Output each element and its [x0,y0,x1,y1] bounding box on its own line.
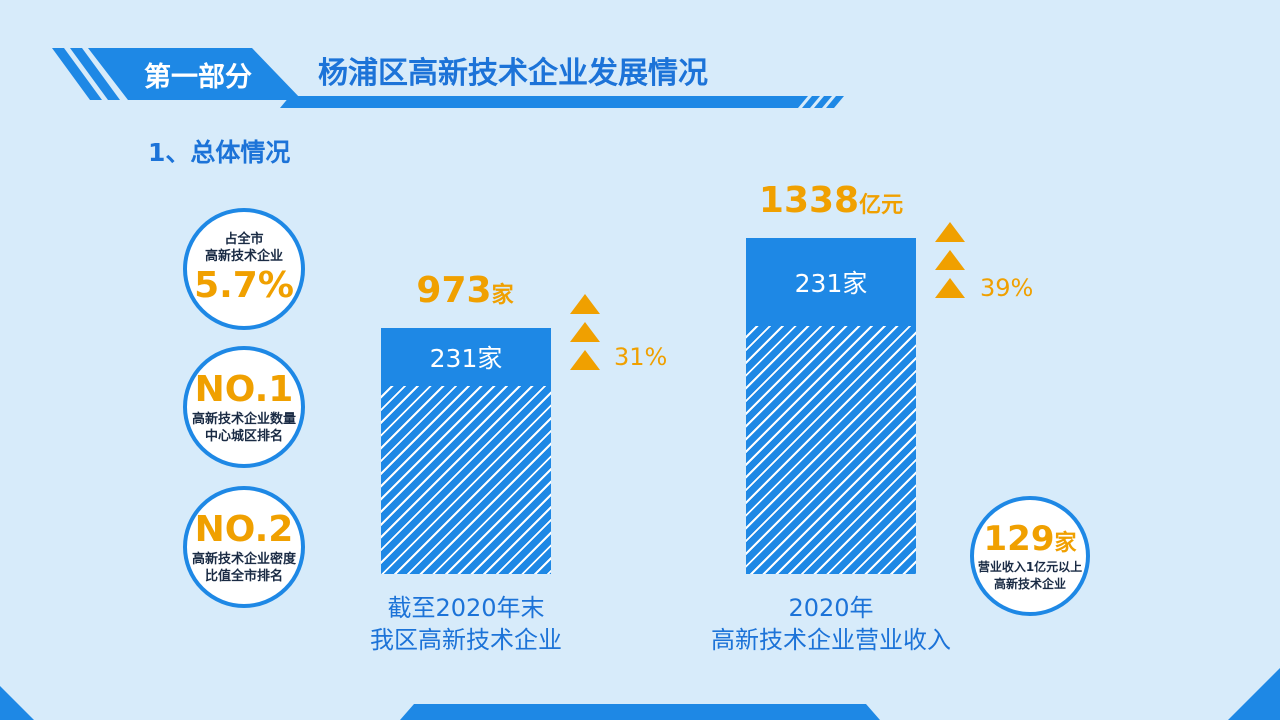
bar1-caption: 截至2020年末 我区高新技术企业 [316,592,616,656]
stat-circle-share: 占全市 高新技术企业 5.7% [183,208,305,330]
bottom-center-bar [400,704,880,720]
bar2-base [746,326,916,574]
stat-rank-density-line2: 比值全市排名 [204,569,283,584]
bar2-caption-line1: 2020年 [788,594,874,622]
stat-rank-density-value: NO.2 [194,509,294,550]
header-stripe [826,96,844,108]
header-stripe [70,48,120,100]
section-label: 第一部分 [144,62,252,93]
large-revenue-line1: 营业收入1亿元以上 [977,560,1083,574]
large-revenue-line2: 高新技术企业 [993,577,1066,591]
bar1-caption-line2: 我区高新技术企业 [370,626,562,654]
bar1-up-arrow-icon [570,322,600,342]
bar2-increment: 231家 [746,238,916,326]
bottom-right-corner [1228,668,1280,720]
bar2-total-value: 1338 [758,180,860,221]
header-stripe [52,48,102,100]
bar2-up-arrow-icon [935,222,965,242]
stat-circle-rank-count: NO.1 高新技术企业数量 中心城区排名 [183,346,305,468]
stat-circle-large-revenue: 129家 营业收入1亿元以上 高新技术企业 [970,496,1090,616]
header-stripe [814,96,832,108]
bar2-caption: 2020年 高新技术企业营业收入 [671,592,991,656]
large-revenue-count: 129家 [984,519,1077,559]
section-tab [88,48,302,100]
stat-rank-count-line1: 高新技术企业数量 [191,412,296,427]
bar1-up-arrow-icon [570,350,600,370]
header-underline [280,96,808,108]
bottom-left-corner [0,686,34,720]
bar2-up-arrow-icon [935,250,965,270]
bar1-total: 973家 [380,270,550,311]
stat-rank-density-line1: 高新技术企业密度 [191,552,296,567]
bar1-base [381,386,551,574]
stat-share-value: 5.7% [194,265,294,306]
bar2-growth-pct: 39% [980,274,1034,302]
bar1-total-unit: 家 [491,283,514,308]
stat-circle-rank-density: NO.2 高新技术企业密度 比值全市排名 [183,486,305,608]
stat-share-top: 占全市 [224,232,264,247]
bar2-total: 1338亿元 [736,180,926,221]
bar1-up-arrow-icon [570,294,600,314]
bar1-caption-line1: 截至2020年末 [387,594,545,622]
bar1-total-value: 973 [416,270,492,311]
bar2-total-unit: 亿元 [859,193,904,218]
bar2-up-arrow-icon [935,278,965,298]
bar2-caption-line2: 高新技术企业营业收入 [711,626,951,654]
stat-share-middle: 高新技术企业 [204,249,283,264]
bar1-increment: 231家 [381,328,551,386]
large-revenue-number: 129 [983,519,1055,559]
bar1-growth-pct: 31% [614,343,668,371]
header-stripe [802,96,820,108]
large-revenue-unit: 家 [1054,531,1077,556]
section-subtitle: 1、总体情况 [148,138,291,167]
stat-rank-count-value: NO.1 [194,369,294,410]
stat-rank-count-line2: 中心城区排名 [204,429,283,444]
page-title: 杨浦区高新技术企业发展情况 [318,56,708,91]
